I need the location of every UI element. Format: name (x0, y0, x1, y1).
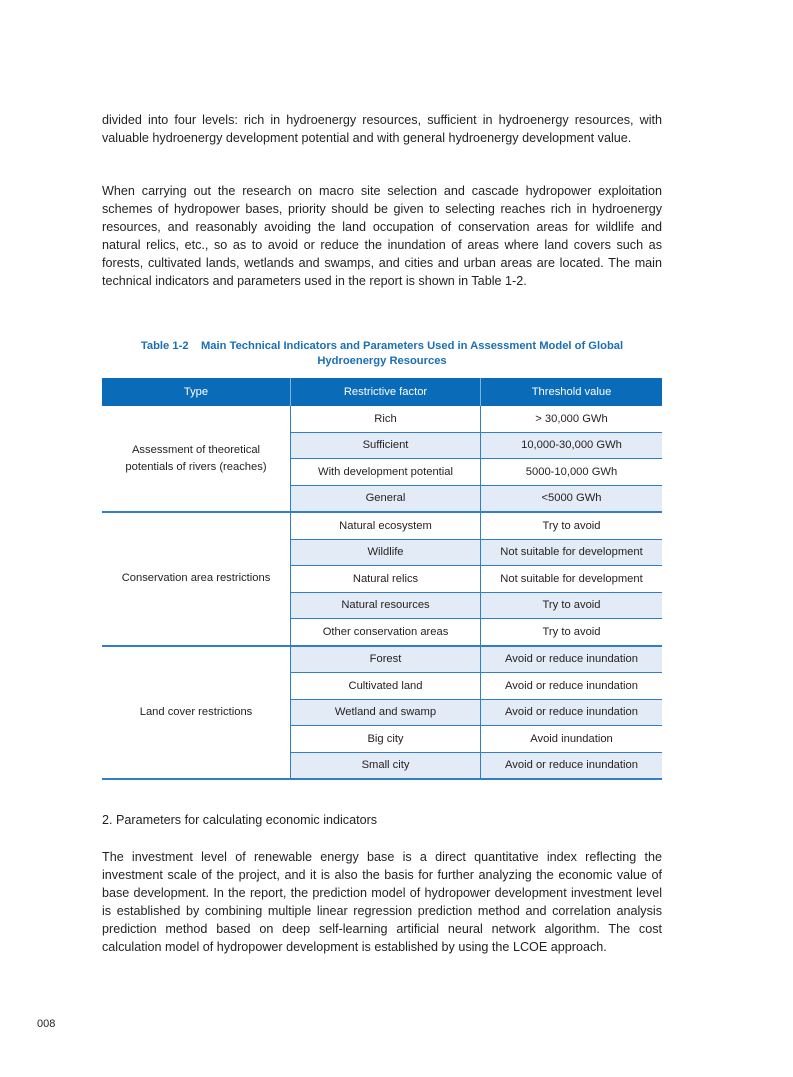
table-caption: Table 1-2 Main Technical Indicators and … (102, 339, 662, 369)
table-header-row: Type Restrictive factor Threshold value (102, 378, 662, 406)
restrictive-factor-cell: Cultivated land (290, 672, 481, 700)
caption-line-2: Hydroenergy Resources (317, 355, 447, 367)
restrictive-factor-cell: Big city (290, 725, 481, 753)
table-row: Natural relics Not suitable for developme… (102, 565, 662, 593)
table-row: Big city Avoid inundation (102, 725, 662, 753)
threshold-value-cell: 10,000-30,000 GWh (480, 432, 662, 459)
restrictive-factor-cell: Sufficient (290, 432, 481, 459)
threshold-value-cell: Avoid or reduce inundation (480, 645, 662, 673)
restrictive-factor-cell: Small city (290, 752, 481, 780)
table-row: Conservation area restrictions Natural ec… (102, 512, 662, 647)
table-row: Cultivated land Avoid or reduce inundatio… (102, 672, 662, 700)
page-number: 008 (37, 1018, 56, 1030)
threshold-value-cell: 5000-10,000 GWh (480, 458, 662, 486)
section-heading: 2. Parameters for calculating economic i… (102, 813, 378, 827)
threshold-value-cell: Avoid inundation (480, 725, 662, 753)
paragraph-levels: divided into four levels: rich in hydroe… (102, 113, 662, 146)
header-type: Type (102, 378, 291, 406)
threshold-value-cell: Not suitable for development (480, 539, 662, 566)
threshold-value-cell: > 30,000 GWh (480, 406, 662, 433)
threshold-value-cell: Try to avoid (480, 592, 662, 619)
table-row: Wildlife Not suitable for development (102, 539, 662, 566)
table-row: Wetland and swamp Avoid or reduce inundat… (102, 699, 662, 726)
threshold-value-cell: Try to avoid (480, 512, 662, 540)
threshold-value-cell: <5000 GWh (480, 485, 662, 513)
restrictive-factor-cell: Natural resources (290, 592, 481, 619)
restrictive-factor-cell: Natural relics (290, 565, 481, 593)
table-row: With development potential 5000-10,000 GW… (102, 458, 662, 486)
header-restrictive-factor: Restrictive factor (290, 378, 481, 406)
type-cell: Conservation area restrictions (102, 512, 291, 647)
table-row: General <5000 GWh (102, 485, 662, 513)
indicators-table: Type Restrictive factor Threshold value … (102, 378, 662, 780)
paragraph-investment: The investment level of renewable energy… (102, 850, 662, 955)
restrictive-factor-cell: Forest (290, 645, 481, 673)
threshold-value-cell: Avoid or reduce inundation (480, 752, 662, 780)
type-cell: Assessment of theoretical potentials of … (102, 406, 291, 513)
table-row: Natural resources Try to avoid (102, 592, 662, 619)
restrictive-factor-cell: Natural ecosystem (290, 512, 481, 540)
threshold-value-cell: Not suitable for development (480, 565, 662, 593)
restrictive-factor-cell: Wildlife (290, 539, 481, 566)
type-cell: Land cover restrictions (102, 645, 291, 780)
threshold-value-cell: Avoid or reduce inundation (480, 672, 662, 700)
threshold-value-cell: Try to avoid (480, 618, 662, 647)
table-row: Small city Avoid or reduce inundation (102, 752, 662, 780)
table-row: Land cover restrictions Forest Avoid or re… (102, 645, 662, 780)
caption-line-1: Table 1-2 Main Technical Indicators and … (140, 340, 624, 352)
table-row: Other conservation areas Try to avoid (102, 618, 662, 647)
restrictive-factor-cell: Wetland and swamp (290, 699, 481, 726)
restrictive-factor-cell: Other conservation areas (290, 618, 481, 647)
restrictive-factor-cell: Rich (290, 406, 481, 433)
table-row: Assessment of theoretical potentials of … (102, 406, 662, 513)
restrictive-factor-cell: With development potential (290, 458, 481, 486)
threshold-value-cell: Avoid or reduce inundation (480, 699, 662, 726)
paragraph-site-selection: When carrying out the research on macro … (102, 184, 662, 289)
restrictive-factor-cell: General (290, 485, 481, 513)
header-threshold-value: Threshold value (480, 378, 662, 406)
table-row: Sufficient 10,000-30,000 GWh (102, 432, 662, 459)
